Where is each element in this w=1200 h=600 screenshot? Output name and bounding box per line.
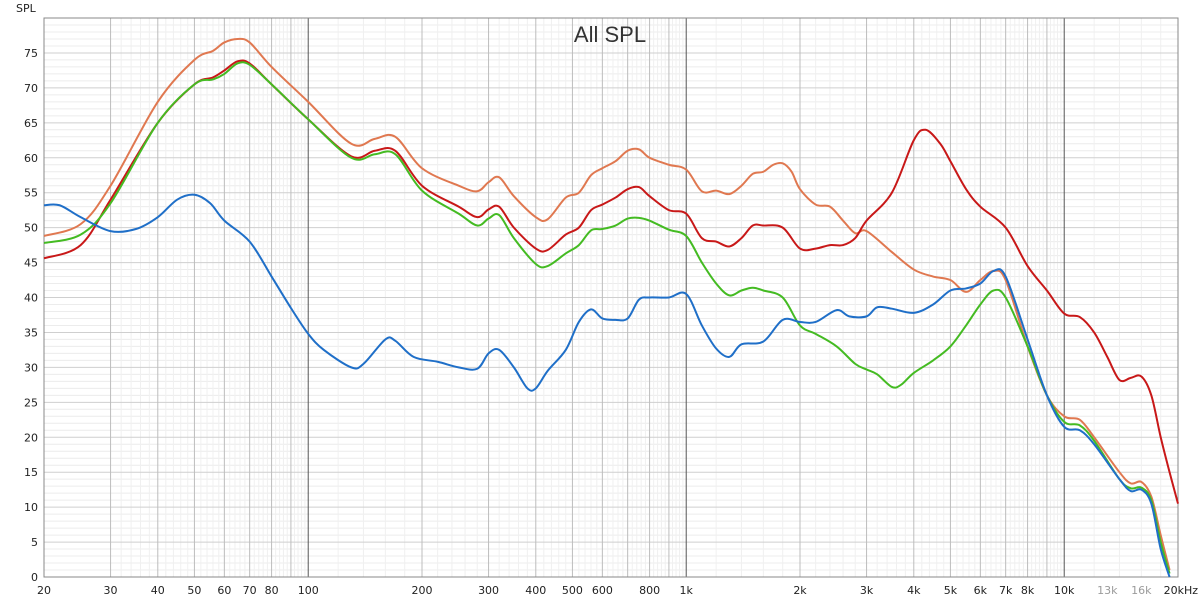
x-tick-label: 600 xyxy=(592,584,613,597)
x-tick-label: 13k xyxy=(1097,584,1118,597)
series-line-1 xyxy=(43,37,1171,571)
x-tick-label: 60 xyxy=(217,584,231,597)
y-tick-label: 65 xyxy=(24,117,38,130)
y-tick-label: 40 xyxy=(24,292,38,305)
y-tick-label: 30 xyxy=(24,361,38,374)
x-tick-label: 5k xyxy=(944,584,958,597)
x-tick-label: 40 xyxy=(151,584,165,597)
x-tick-label: 20 xyxy=(37,584,51,597)
y-tick-label: 5 xyxy=(31,536,38,549)
x-tick-label: 80 xyxy=(265,584,279,597)
x-tick-label: 7k xyxy=(999,584,1013,597)
y-axis-label: SPL xyxy=(16,2,37,15)
x-tick-label: 70 xyxy=(243,584,257,597)
x-tick-label: 4k xyxy=(907,584,921,597)
series-layer xyxy=(43,37,1179,578)
x-tick-label: 30 xyxy=(104,584,118,597)
y-tick-labels: 0 5 10 15 20 25 30 35 40 45 50 55 60 65 70 75 xyxy=(24,47,38,584)
chart-title: All SPL xyxy=(574,22,646,47)
x-tick-label: 50 xyxy=(187,584,201,597)
y-tick-label: 50 xyxy=(24,222,38,235)
x-tick-label: 6k xyxy=(974,584,988,597)
y-tick-label: 70 xyxy=(24,82,38,95)
x-tick-label: 500 xyxy=(562,584,583,597)
x-tick-label: 400 xyxy=(525,584,546,597)
y-tick-label: 10 xyxy=(24,501,38,514)
y-tick-label: 0 xyxy=(31,571,38,584)
y-tick-label: 35 xyxy=(24,326,38,339)
series-line-3 xyxy=(43,61,1171,574)
y-tick-label: 45 xyxy=(24,257,38,270)
y-tick-label: 25 xyxy=(24,396,38,409)
x-tick-label: 1k xyxy=(680,584,694,597)
x-tick-label: 200 xyxy=(412,584,433,597)
x-tick-label: 3k xyxy=(860,584,874,597)
x-tick-labels: 20 30 40 50 60 70 80 100 200 300 400 500 600 800 1k 2k 3… xyxy=(37,584,1198,597)
series-line-4 xyxy=(43,193,1171,578)
x-tick-label: 100 xyxy=(298,584,319,597)
y-tick-label: 15 xyxy=(24,466,38,479)
x-tick-label: 2k xyxy=(793,584,807,597)
y-tick-label: 55 xyxy=(24,187,38,200)
x-tick-label: 16k xyxy=(1131,584,1152,597)
y-tick-label: 60 xyxy=(24,152,38,165)
x-tick-label: 300 xyxy=(478,584,499,597)
x-tick-label: 800 xyxy=(639,584,660,597)
plot-frame xyxy=(43,17,1179,578)
x-tick-label: 10k xyxy=(1054,584,1075,597)
y-tick-label: 20 xyxy=(24,431,38,444)
x-tick-label: 8k xyxy=(1021,584,1035,597)
major-gridlines xyxy=(44,18,1178,577)
x-tick-label: 20kHz xyxy=(1164,584,1199,597)
y-tick-label: 75 xyxy=(24,47,38,60)
